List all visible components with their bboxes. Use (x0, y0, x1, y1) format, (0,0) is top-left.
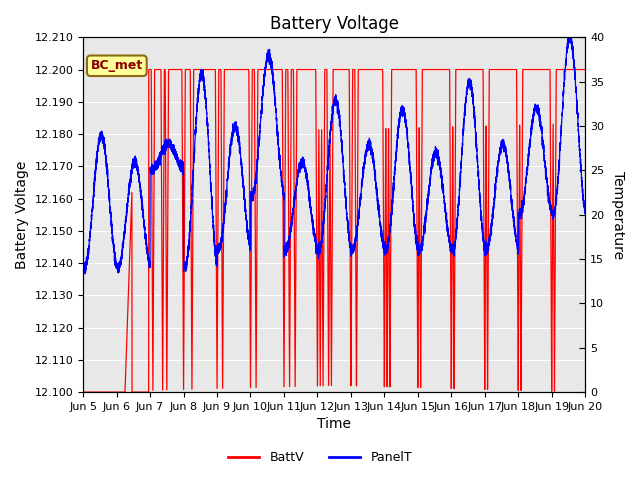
PanelT (461, 115, 468, 121)
Y-axis label: Battery Voltage: Battery Voltage (15, 160, 29, 269)
PanelT (79, 258, 87, 264)
PanelT (317, 239, 324, 245)
BattV (560, 67, 568, 72)
BattV (446, 170, 454, 176)
PanelT (560, 82, 568, 87)
Line: BattV: BattV (83, 70, 585, 392)
Title: Battery Voltage: Battery Voltage (269, 15, 399, 33)
Text: BC_met: BC_met (91, 59, 143, 72)
BattV (145, 67, 152, 72)
BattV (461, 67, 468, 72)
PanelT (81, 271, 89, 276)
PanelT (250, 188, 258, 193)
X-axis label: Time: Time (317, 418, 351, 432)
BattV (79, 389, 87, 395)
PanelT (566, 29, 573, 35)
Legend: BattV, PanelT: BattV, PanelT (223, 446, 417, 469)
Y-axis label: Temperature: Temperature (611, 171, 625, 259)
PanelT (446, 240, 454, 246)
BattV (581, 67, 589, 72)
BattV (250, 67, 258, 72)
PanelT (581, 206, 589, 212)
BattV (554, 67, 562, 72)
Line: PanelT: PanelT (83, 32, 585, 274)
PanelT (554, 180, 562, 186)
BattV (317, 276, 324, 281)
